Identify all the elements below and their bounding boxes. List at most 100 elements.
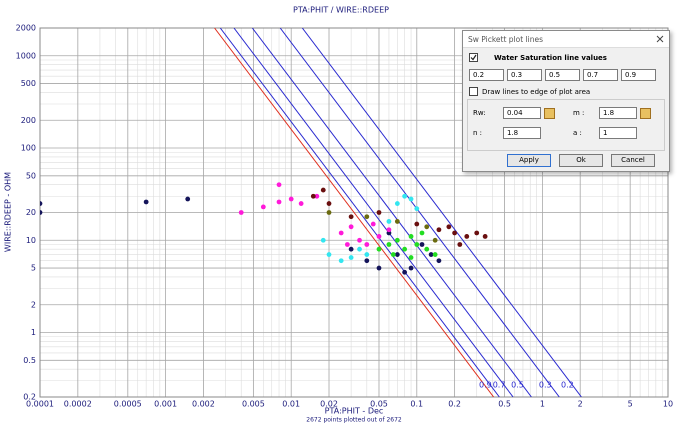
data-point — [310, 193, 316, 199]
data-point — [394, 201, 400, 206]
sw-line — [219, 28, 500, 397]
x-tick-label: 2 — [578, 400, 583, 409]
data-point — [326, 252, 332, 257]
edge-checkbox[interactable] — [469, 87, 478, 96]
x-tick-label: 0.0001 — [26, 400, 54, 409]
sw-input[interactable]: 0.9 — [621, 69, 656, 81]
data-point — [348, 246, 354, 252]
data-point — [482, 234, 488, 239]
data-point — [376, 246, 382, 252]
data-point — [414, 206, 420, 212]
ok-button[interactable]: Ok — [559, 154, 603, 167]
sw-input[interactable]: 0.3 — [507, 69, 542, 81]
data-point — [143, 199, 149, 205]
y-tick-label: 1 — [31, 328, 36, 337]
data-point — [402, 269, 408, 275]
footer: 2672 points plotted out of 2672 — [306, 417, 402, 424]
x-axis-label: PTA:PHIT - Dec — [325, 407, 384, 416]
data-point — [338, 258, 344, 264]
data-point — [364, 242, 370, 247]
y-tick-label: 1000 — [16, 51, 36, 60]
edge-label: Draw lines to edge of plot area — [482, 87, 591, 96]
y-tick-label: 5 — [31, 264, 36, 273]
section-label: Water Saturation line values — [494, 53, 607, 62]
sw-input[interactable]: 0.5 — [545, 69, 580, 81]
data-point — [394, 237, 400, 243]
cancel-button[interactable]: Cancel — [611, 154, 655, 167]
apply-button[interactable]: Apply — [507, 154, 551, 167]
data-point — [40, 210, 43, 215]
data-point — [376, 210, 382, 215]
x-tick-label: 0.5 — [498, 400, 511, 409]
data-point — [446, 224, 452, 230]
y-axis-label: WIRE::RDEEP - OHM — [4, 172, 13, 252]
data-point — [320, 187, 326, 193]
data-point — [436, 258, 442, 264]
data-point — [474, 230, 480, 236]
data-point — [424, 224, 430, 230]
check-mark — [470, 54, 477, 61]
data-point — [338, 230, 344, 236]
data-point — [414, 221, 420, 227]
data-point — [357, 246, 362, 252]
y-tick-label: 200 — [21, 116, 36, 125]
data-point — [376, 234, 382, 239]
y-tick-label: 500 — [21, 79, 36, 88]
sw-input[interactable]: 0.2 — [469, 69, 504, 81]
x-tick-label: 5 — [628, 400, 633, 409]
close-button[interactable] — [656, 35, 664, 43]
data-point — [394, 219, 400, 224]
lock-icon[interactable] — [640, 107, 651, 119]
data-point — [390, 252, 396, 257]
m-label: m : — [573, 109, 585, 117]
data-point — [432, 237, 438, 243]
y-tick-label: 2 — [31, 300, 36, 309]
sw-input[interactable]: 0.7 — [583, 69, 618, 81]
data-point — [394, 252, 400, 257]
archie-line — [214, 28, 495, 397]
dialog-titlebar: Sw Pickett plot lines — [463, 31, 669, 48]
data-point — [432, 252, 438, 257]
data-point — [276, 182, 282, 188]
data-point — [364, 252, 370, 257]
sw-checkbox[interactable] — [469, 53, 478, 62]
sw-line-label: 0.7 — [493, 381, 506, 390]
n-input[interactable]: 1.8 — [503, 127, 541, 139]
sw-line — [301, 28, 582, 397]
data-point — [386, 242, 392, 247]
x-tick-label: 0.005 — [242, 400, 265, 409]
y-tick-label: 10 — [26, 236, 36, 245]
lock-icon[interactable] — [544, 107, 555, 119]
data-point — [298, 201, 304, 206]
data-point — [408, 265, 414, 271]
data-point — [424, 246, 430, 252]
x-tick-label: 1 — [540, 400, 545, 409]
sw-line — [279, 28, 560, 397]
a-input[interactable]: 1 — [599, 127, 637, 139]
data-point — [276, 199, 282, 205]
data-point — [408, 234, 414, 239]
sw-line-label: 0.9 — [479, 381, 492, 390]
y-tick-label: 0.5 — [23, 356, 36, 365]
n-label: n : — [473, 129, 483, 137]
data-point — [386, 219, 392, 224]
a-label: a : — [573, 129, 582, 137]
data-point — [326, 201, 332, 206]
data-point — [386, 227, 392, 233]
x-tick-label: 0.02 — [320, 400, 338, 409]
x-tick-label: 0.0005 — [114, 400, 142, 409]
data-point — [452, 230, 458, 236]
sw-line-label: 0.5 — [511, 381, 524, 390]
data-point — [436, 227, 442, 233]
data-point — [314, 193, 320, 199]
data-point — [376, 265, 382, 271]
sw-line — [251, 28, 532, 397]
data-point — [320, 237, 326, 243]
m-input[interactable]: 1.8 — [599, 107, 637, 119]
data-point — [260, 204, 266, 210]
rw-input[interactable]: 0.04 — [503, 107, 541, 119]
data-point — [348, 214, 354, 220]
data-point — [419, 230, 425, 236]
y-tick-label: 50 — [26, 171, 36, 180]
